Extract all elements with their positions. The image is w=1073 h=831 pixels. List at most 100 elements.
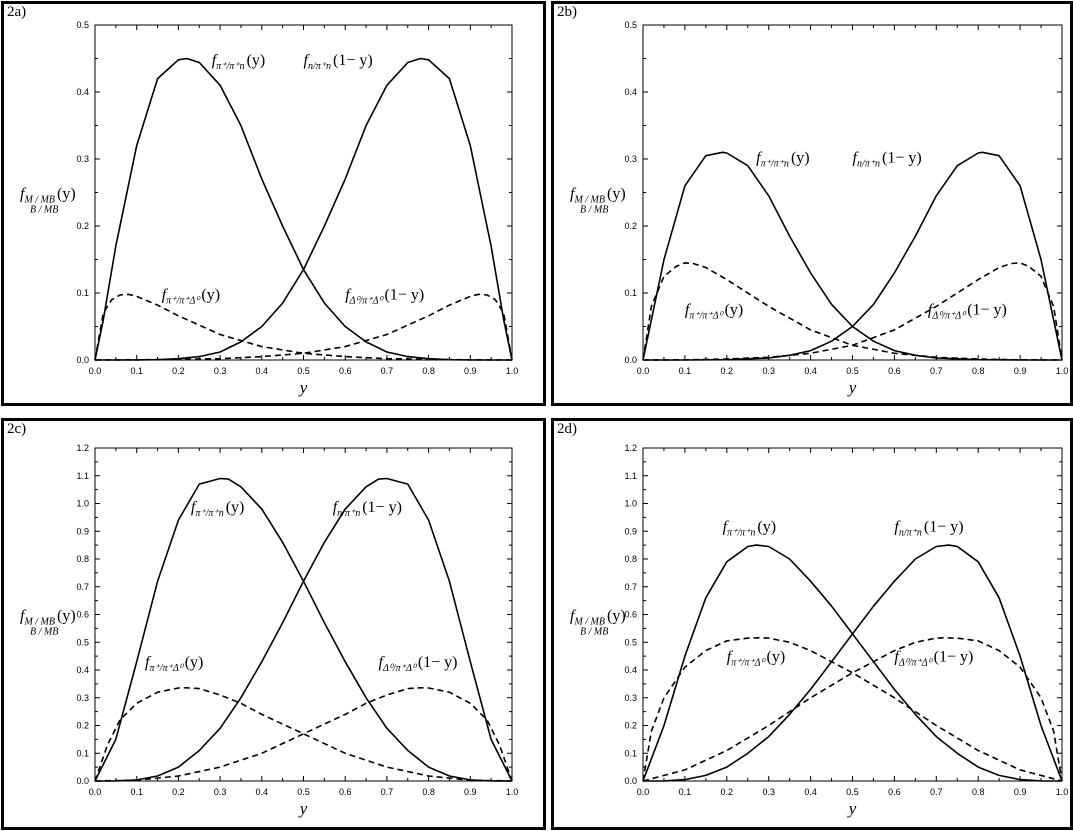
y-axis-label-lower-sub: B / MB — [30, 205, 58, 216]
x-tick-label: 0.8 — [972, 366, 985, 376]
x-tick-label: 0.1 — [130, 787, 143, 797]
curve-annotation-3: fπ⁺/π⁺Δ⁰ (y) — [162, 287, 220, 307]
y-tick-label: 0.3 — [76, 693, 89, 703]
y-tick-label: 0.6 — [624, 610, 637, 620]
y-tick-label: 1.1 — [76, 471, 89, 481]
curve-annotation-4: fΔ⁰/π⁺Δ⁰ (1− y) — [379, 654, 458, 674]
x-tick-label: 0.5 — [297, 366, 310, 376]
series-line-1 — [642, 544, 1063, 782]
x-tick-label: 0.5 — [846, 366, 859, 376]
y-axis-label-lower-sub: B / MB — [580, 205, 608, 216]
x-tick-label: 0.4 — [804, 787, 817, 797]
x-tick-label: 0.4 — [256, 787, 269, 797]
y-tick-label: 1.1 — [624, 471, 637, 481]
x-tick-label: 0.4 — [256, 366, 269, 376]
x-tick-label: 0.2 — [172, 366, 185, 376]
x-tick-label: 0.2 — [721, 787, 734, 797]
x-tick-label: 0.6 — [339, 787, 352, 797]
x-tick-label: 0.3 — [762, 787, 775, 797]
curve-annotation-3: fπ⁺/π⁺Δ⁰ (y) — [145, 654, 203, 674]
series-line-1 — [94, 477, 513, 782]
curve-annotation-4: fΔ⁰/π⁺Δ⁰ (1− y) — [894, 649, 973, 669]
x-tick-label: 0.2 — [721, 366, 734, 376]
curve-annotation-1: fπ⁺/π⁺n (y) — [191, 499, 244, 519]
y-tick-label: 0.2 — [76, 721, 89, 731]
x-tick-label: 0.9 — [464, 787, 477, 797]
y-tick-label: 0.9 — [76, 526, 89, 536]
x-tick-label: 0.0 — [637, 366, 650, 376]
curve-annotation-2: fn/π⁺n (1− y) — [853, 149, 922, 169]
chart-panel-2b: 2b) 0.0 0.1 0.2 0.3 0.4 0.5 0.6 0.7 0.8 0.9 1.0 0.0… — [551, 1, 1073, 406]
x-tick-label: 0.7 — [930, 366, 943, 376]
series-line-4 — [94, 687, 513, 782]
series-line-2 — [94, 477, 513, 782]
curve-annotation-3: fπ⁺/π⁺Δ⁰ (y) — [685, 301, 743, 321]
y-axis-label: fM / MB (y) — [20, 608, 76, 628]
panel-label: 2c) — [7, 421, 27, 437]
x-axis-label: y — [847, 378, 857, 397]
series-line-2 — [643, 151, 1063, 361]
y-tick-label: 0.5 — [624, 20, 637, 30]
series-line-3 — [642, 637, 1063, 782]
x-tick-label: 0.1 — [679, 366, 692, 376]
curve-annotation-3: fπ⁺/π⁺Δ⁰ (y) — [727, 649, 785, 669]
y-tick-label: 0.4 — [76, 87, 89, 97]
x-axis-label: y — [298, 378, 308, 397]
x-tick-label: 0.4 — [804, 366, 817, 376]
y-tick-label: 0.0 — [76, 355, 89, 365]
y-tick-label: 1.0 — [624, 499, 637, 509]
y-tick-label: 0.1 — [76, 748, 89, 758]
chart-panel-2a: 2a) 0.0 0.1 0.2 0.3 0.4 0.5 0.6 0.7 0.8 0.9 1.0 0.0… — [1, 1, 546, 406]
series-line-3 — [94, 293, 513, 361]
x-tick-label: 0.9 — [464, 366, 477, 376]
x-tick-label: 0.8 — [422, 366, 435, 376]
series-line-4 — [642, 262, 1063, 361]
y-tick-label: 0.1 — [624, 288, 637, 298]
curve-annotation-4: fΔ⁰/π⁺Δ⁰ (1− y) — [928, 301, 1007, 321]
y-tick-label: 0.7 — [76, 582, 89, 592]
x-tick-label: 0.9 — [1014, 787, 1027, 797]
x-tick-label: 0.6 — [888, 366, 901, 376]
y-axis-label: fM / MB (y) — [570, 186, 626, 206]
y-tick-label: 0.8 — [624, 554, 637, 564]
y-tick-label: 0.7 — [624, 582, 637, 592]
curve-annotation-1: fπ⁺/π⁺n (y) — [723, 518, 776, 538]
series-line-1 — [642, 151, 1062, 361]
x-tick-label: 0.7 — [381, 787, 394, 797]
y-tick-label: 0.5 — [624, 637, 637, 647]
y-tick-label: 0.6 — [76, 610, 89, 620]
x-tick-label: 0.3 — [214, 366, 227, 376]
y-axis-label-lower-sub: B / MB — [30, 627, 58, 638]
chart-2c: 0.0 0.1 0.2 0.3 0.4 0.5 0.6 0.7 0.8 0.9 1.0 0.0 0.1 0… — [20, 443, 518, 818]
y-tick-label: 0.2 — [624, 721, 637, 731]
y-axis-label: fM / MB (y) — [20, 186, 76, 206]
x-tick-label: 0.0 — [89, 787, 102, 797]
x-tick-label: 0.7 — [381, 366, 394, 376]
curve-annotation-1: fπ⁺/π⁺n (y) — [756, 149, 809, 169]
x-tick-label: 0.5 — [297, 787, 310, 797]
x-tick-label: 1.0 — [506, 366, 519, 376]
x-axis-label: y — [298, 799, 308, 818]
y-tick-label: 0.1 — [76, 288, 89, 298]
panel-label: 2d) — [557, 421, 577, 437]
y-tick-label: 1.0 — [76, 499, 89, 509]
series-line-3 — [94, 687, 513, 782]
y-tick-label: 0.4 — [624, 665, 637, 675]
plot-frame — [642, 447, 1063, 782]
curve-annotation-2: fn/π⁺n (1− y) — [333, 499, 402, 519]
y-tick-label: 0.5 — [76, 20, 89, 30]
y-tick-label: 0.8 — [76, 554, 89, 564]
y-tick-label: 0.3 — [624, 154, 637, 164]
x-tick-label: 0.3 — [214, 787, 227, 797]
y-tick-label: 0.4 — [624, 87, 637, 97]
x-tick-label: 0.8 — [422, 787, 435, 797]
x-tick-label: 1.0 — [1056, 366, 1069, 376]
y-tick-label: 0.1 — [624, 748, 637, 758]
chart-2a: 0.0 0.1 0.2 0.3 0.4 0.5 0.6 0.7 0.8 0.9 1.0 0.0 0.1 0… — [20, 20, 519, 397]
x-tick-label: 0.6 — [339, 366, 352, 376]
x-tick-label: 0.0 — [89, 366, 102, 376]
chart-2b: 0.0 0.1 0.2 0.3 0.4 0.5 0.6 0.7 0.8 0.9 1.0 0.0 0.1 0… — [570, 20, 1069, 397]
y-tick-label: 1.2 — [624, 443, 637, 453]
plot-frame — [94, 24, 513, 361]
series-line-2 — [642, 544, 1063, 782]
